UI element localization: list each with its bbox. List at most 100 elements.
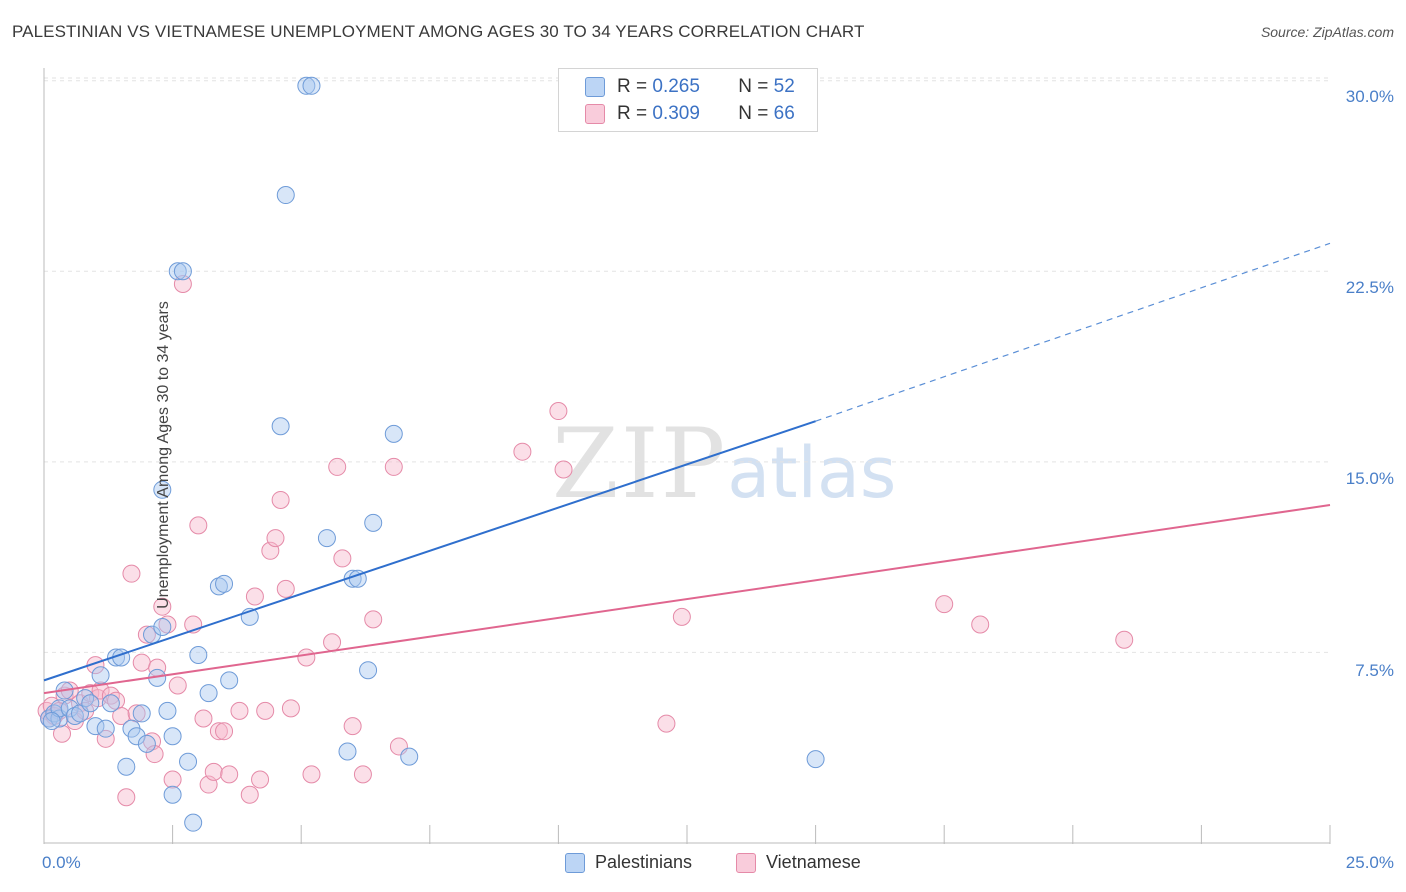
y-tick-label: 30.0% xyxy=(1345,87,1394,106)
r-label: R = xyxy=(617,103,648,124)
vietnamese-point xyxy=(163,770,182,789)
vietnamese-point xyxy=(302,765,321,784)
vietnamese-point xyxy=(384,457,403,476)
stats-legend: R = 0.265 N = 52 R = 0.309 N = 66 xyxy=(558,68,818,132)
vietnamese-point xyxy=(343,717,362,736)
y-tick-label: 15.0% xyxy=(1345,469,1394,488)
grid-lines xyxy=(44,77,1330,653)
x-tick-label: 0.0% xyxy=(42,853,81,872)
legend-label-vietnamese: Vietnamese xyxy=(766,852,861,872)
legend-row-palestinians: R = 0.265 N = 52 xyxy=(585,76,795,98)
palestinians-point xyxy=(184,813,203,832)
vietnamese-point xyxy=(153,597,172,616)
vietnamese-point xyxy=(333,549,352,568)
palestinians-point xyxy=(806,750,825,769)
n-value: 52 xyxy=(773,76,795,97)
palestinians-point xyxy=(199,684,218,703)
trend-lines xyxy=(43,242,1331,695)
vietnamese-points xyxy=(37,274,1134,807)
vietnamese-point xyxy=(230,701,249,720)
legend-label-palestinians: Palestinians xyxy=(595,852,693,872)
vietnamese-point xyxy=(353,765,372,784)
y-tick-label: 7.5% xyxy=(1355,661,1394,680)
palestinians-point xyxy=(86,717,105,736)
vietnamese-point xyxy=(137,625,156,644)
vietnamese-point xyxy=(194,709,213,728)
y-axis-label: Unemployment Among Ages 30 to 34 years xyxy=(154,301,172,609)
palestinians-point xyxy=(91,666,110,685)
palestinians-point xyxy=(302,76,321,95)
vietnamese-point xyxy=(209,722,228,741)
legend-swatch-palestinians xyxy=(565,852,585,873)
legend-item-vietnamese[interactable]: Vietnamese xyxy=(736,852,861,873)
vietnamese-point xyxy=(328,457,347,476)
vietnamese-point xyxy=(276,579,295,598)
vietnamese-point xyxy=(168,676,187,695)
vietnamese-point xyxy=(256,701,275,720)
palestinians-points xyxy=(40,76,825,832)
vietnamese-point xyxy=(117,788,136,807)
source-label: Source: ZipAtlas.com xyxy=(1260,24,1394,40)
palestinians-point xyxy=(101,694,120,713)
palestinians-point xyxy=(179,752,198,771)
palestinians-point xyxy=(163,727,182,746)
vietnamese-point xyxy=(122,564,141,583)
vietnamese-point xyxy=(204,762,223,781)
vietnamese-point xyxy=(281,699,300,718)
palestinians-point xyxy=(173,262,192,281)
palestinians-point xyxy=(107,648,126,667)
vietnamese-point xyxy=(158,615,177,634)
palestinians-trend-extension xyxy=(815,242,1331,422)
watermark-zip: ZIP xyxy=(552,408,728,520)
palestinians-point xyxy=(209,577,228,596)
palestinians-point xyxy=(338,742,357,761)
vietnamese-point xyxy=(220,765,239,784)
legend-swatch-vietnamese xyxy=(736,852,756,873)
palestinians-point xyxy=(158,701,177,720)
vietnamese-point xyxy=(240,785,259,804)
palestinians-point xyxy=(42,712,61,731)
palestinians-point xyxy=(384,424,403,443)
vietnamese-point xyxy=(112,706,131,725)
palestinians-point xyxy=(400,747,419,766)
palestinians-point xyxy=(359,661,378,680)
vietnamese-point xyxy=(935,595,954,614)
r-value: 0.265 xyxy=(652,76,700,97)
palestinians-point xyxy=(276,186,295,205)
y-tick-label: 22.5% xyxy=(1345,278,1394,297)
vietnamese-point xyxy=(215,722,234,741)
palestinians-point xyxy=(189,645,208,664)
vietnamese-point xyxy=(245,587,264,606)
palestinians-point xyxy=(215,574,234,593)
r-value: 0.309 xyxy=(652,103,700,124)
vietnamese-point xyxy=(271,490,290,509)
vietnamese-point xyxy=(132,653,151,672)
palestinians-point xyxy=(317,529,336,548)
x-tick-label: 25.0% xyxy=(1345,853,1394,872)
palestinians-point xyxy=(163,785,182,804)
n-value: 66 xyxy=(773,103,795,124)
palestinians-point xyxy=(132,704,151,723)
vietnamese-point xyxy=(657,714,676,733)
legend-item-palestinians[interactable]: Palestinians xyxy=(565,852,692,873)
palestinians-point xyxy=(76,689,95,708)
palestinians-point xyxy=(271,417,290,436)
vietnamese-point xyxy=(251,770,270,789)
palestinians-point xyxy=(127,727,146,746)
palestinians-point xyxy=(297,76,316,95)
vietnamese-point xyxy=(554,460,573,479)
vietnamese-point xyxy=(513,442,532,461)
vietnamese-point xyxy=(53,724,72,743)
r-label: R = xyxy=(617,76,648,97)
palestinians-point xyxy=(364,513,383,532)
vietnamese-point xyxy=(672,607,691,626)
palestinians-point xyxy=(137,734,156,753)
n-label: N = xyxy=(738,103,769,124)
vietnamese-point xyxy=(145,745,164,764)
palestinians-point xyxy=(153,480,172,499)
legend-row-vietnamese: R = 0.309 N = 66 xyxy=(585,103,795,125)
watermark-atlas: atlas xyxy=(727,432,897,514)
vietnamese-point xyxy=(364,610,383,629)
vietnamese-point xyxy=(96,729,115,748)
